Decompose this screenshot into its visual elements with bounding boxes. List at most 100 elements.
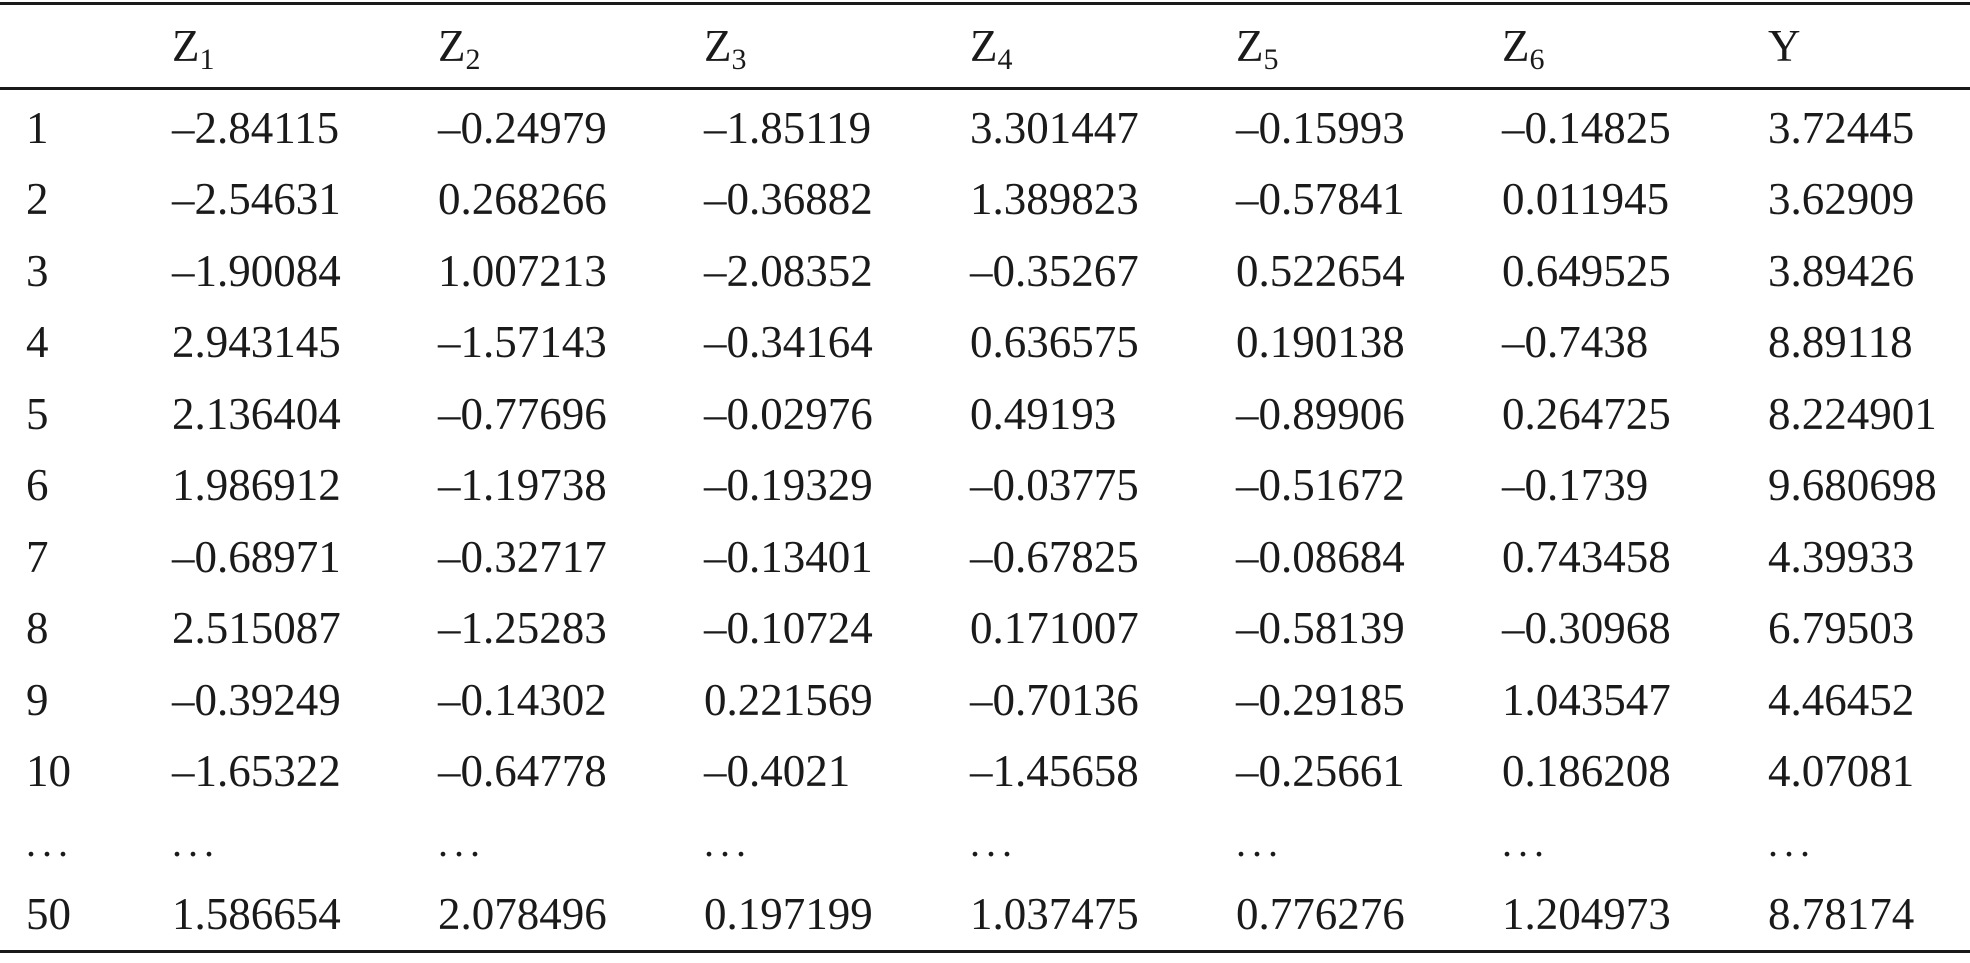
table-row: 10 –1.65322 –0.64778 –0.4021 –1.45658 –0.2566…	[0, 736, 1970, 808]
table-cell: 0.186208	[1502, 746, 1671, 797]
header-cell-z4: Z4	[944, 3, 1210, 90]
table-cell: 0.221569	[704, 674, 873, 725]
row-index-cell: 50	[26, 889, 71, 940]
table-cell: 3.72445	[1768, 102, 1915, 153]
table-cell: 0.49193	[970, 388, 1117, 439]
row-index-cell: 5	[26, 388, 49, 439]
table-cell: –0.10724	[704, 603, 873, 654]
table-cell: 0.264725	[1502, 388, 1671, 439]
row-index-cell: 6	[26, 460, 49, 511]
header-subscript: 1	[199, 43, 215, 76]
row-index-cell: ...	[26, 820, 74, 866]
table-cell: –0.36882	[704, 174, 873, 225]
table-cell: ...	[704, 820, 752, 866]
table-cell: 2.136404	[172, 388, 341, 439]
table-row: 8 2.515087 –1.25283 –0.10724 0.171007 –0.5813…	[0, 593, 1970, 665]
table-cell: 0.171007	[970, 603, 1139, 654]
row-index-cell: 7	[26, 531, 49, 582]
table-cell: ...	[1768, 820, 1816, 866]
table-cell: 0.743458	[1502, 531, 1671, 582]
header-subscript: 4	[997, 43, 1013, 76]
table-cell: 0.636575	[970, 317, 1139, 368]
table-cell: 0.197199	[704, 889, 873, 940]
header-cell-z2: Z2	[412, 3, 678, 90]
table-cell: 2.078496	[438, 889, 607, 940]
table-cell: 0.268266	[438, 174, 607, 225]
header-cell-index	[0, 3, 146, 90]
table-cell: –0.4021	[704, 746, 851, 797]
table-cell: –0.89906	[1236, 388, 1405, 439]
table-cell: ...	[970, 820, 1018, 866]
header-label: Y	[1768, 21, 1801, 71]
table-cell: –0.24979	[438, 102, 607, 153]
table-cell: –0.1739	[1502, 460, 1649, 511]
table-cell: 1.586654	[172, 889, 341, 940]
table-cell: –0.02976	[704, 388, 873, 439]
table-cell: –0.34164	[704, 317, 873, 368]
table-cell: 8.89118	[1768, 317, 1913, 368]
table-cell: 3.62909	[1768, 174, 1915, 225]
table-row: 2 –2.54631 0.268266 –0.36882 1.389823 –0.5784…	[0, 164, 1970, 236]
header-subscript: 3	[731, 43, 747, 76]
header-cell-z5: Z5	[1210, 3, 1476, 90]
table-cell: ...	[1502, 820, 1550, 866]
table-cell: –2.84115	[172, 102, 340, 153]
table-cell: –0.32717	[438, 531, 607, 582]
table-cell: 0.011945	[1502, 174, 1670, 225]
table-cell: 4.39933	[1768, 531, 1915, 582]
table-cell: 4.07081	[1768, 746, 1915, 797]
table-cell: 1.389823	[970, 174, 1139, 225]
table-row: 3 –1.90084 1.007213 –2.08352 –0.35267 0.52265…	[0, 235, 1970, 307]
table-cell: –1.57143	[438, 317, 607, 368]
table-cell: –0.19329	[704, 460, 873, 511]
table-cell: 0.190138	[1236, 317, 1405, 368]
table-cell: –0.30968	[1502, 603, 1671, 654]
table-cell: –0.13401	[704, 531, 873, 582]
row-index-cell: 10	[26, 746, 71, 797]
table-row: 6 1.986912 –1.19738 –0.19329 –0.03775 –0.5167…	[0, 450, 1970, 522]
table-cell: –1.85119	[704, 102, 872, 153]
header-subscript: 5	[1263, 43, 1279, 76]
table-cell: 1.007213	[438, 245, 607, 296]
table-cell: –2.54631	[172, 174, 341, 225]
header-cell-z1: Z1	[146, 3, 412, 90]
table-cell: –0.25661	[1236, 746, 1405, 797]
row-index-cell: 8	[26, 603, 49, 654]
header-label: Z	[704, 21, 732, 71]
row-index-cell: 4	[26, 317, 49, 368]
header-row: Z1 Z2 Z3 Z4 Z5 Z6 Y	[0, 3, 1970, 90]
header-label: Z	[438, 21, 466, 71]
table-cell: –0.51672	[1236, 460, 1405, 511]
table-cell: 2.943145	[172, 317, 341, 368]
table-cell: 0.522654	[1236, 245, 1405, 296]
header-label: Z	[1236, 21, 1264, 71]
table-header: Z1 Z2 Z3 Z4 Z5 Z6 Y	[0, 3, 1970, 90]
table-row: 7 –0.68971 –0.32717 –0.13401 –0.67825 –0.0868…	[0, 521, 1970, 593]
header-label: Z	[172, 21, 200, 71]
table-row: 9 –0.39249 –0.14302 0.221569 –0.70136 –0.2918…	[0, 664, 1970, 736]
table-cell: –0.57841	[1236, 174, 1405, 225]
table-cell: –1.65322	[172, 746, 341, 797]
table-cell: –2.08352	[704, 245, 873, 296]
table-cell: –1.19738	[438, 460, 607, 511]
table-cell: 0.649525	[1502, 245, 1671, 296]
header-label: Z	[970, 21, 998, 71]
table-cell: –0.14825	[1502, 102, 1671, 153]
table-cell: 1.204973	[1502, 889, 1671, 940]
table-cell: –0.39249	[172, 674, 341, 725]
table-cell: 4.46452	[1768, 674, 1915, 725]
header-subscript: 2	[465, 43, 481, 76]
table-cell: –0.58139	[1236, 603, 1405, 654]
table-cell: –0.14302	[438, 674, 607, 725]
table-cell: –0.67825	[970, 531, 1139, 582]
table-row: 5 2.136404 –0.77696 –0.02976 0.49193 –0.89906…	[0, 378, 1970, 450]
header-cell-z3: Z3	[678, 3, 944, 90]
table-row: 4 2.943145 –1.57143 –0.34164 0.636575 0.19013…	[0, 307, 1970, 379]
table-body: 1 –2.84115 –0.24979 –1.85119 3.301447 –0.1599…	[0, 89, 1970, 952]
header-subscript: 6	[1529, 43, 1545, 76]
table-cell: 0.776276	[1236, 889, 1405, 940]
table-cell: 3.89426	[1768, 245, 1915, 296]
table-cell: 8.224901	[1768, 388, 1937, 439]
